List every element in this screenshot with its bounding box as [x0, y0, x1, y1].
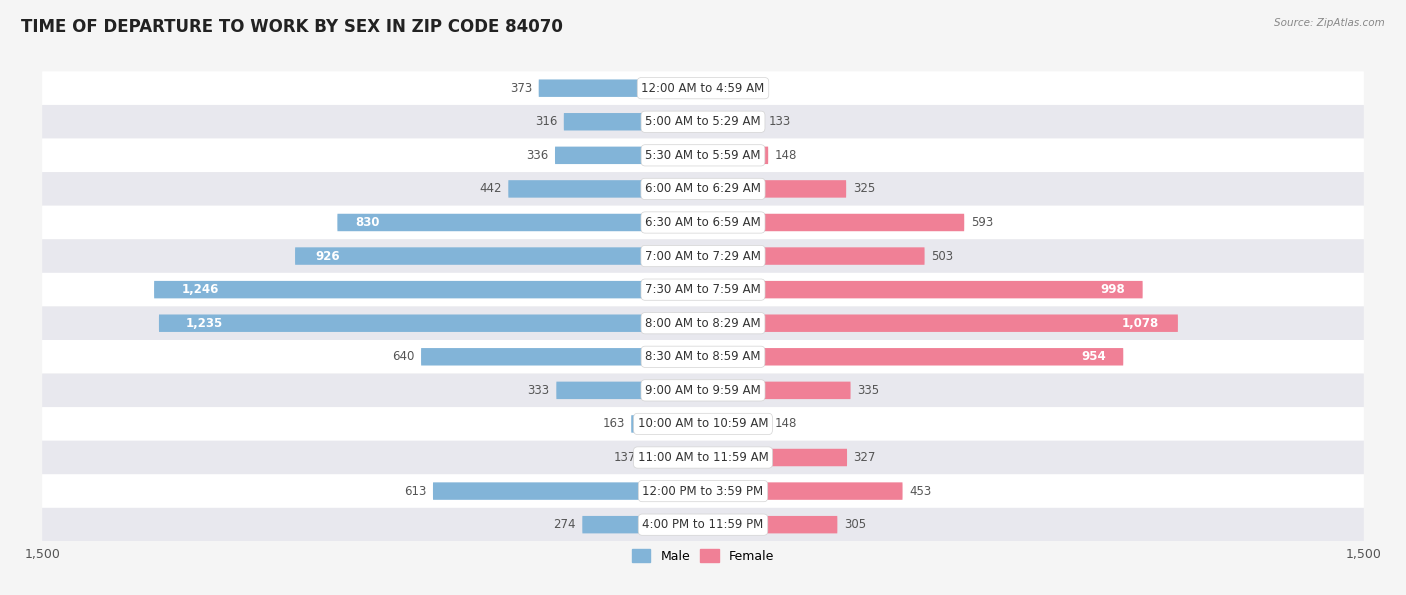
- Text: 10:00 AM to 10:59 AM: 10:00 AM to 10:59 AM: [638, 418, 768, 430]
- FancyBboxPatch shape: [337, 214, 703, 231]
- Text: 954: 954: [1081, 350, 1107, 364]
- FancyBboxPatch shape: [703, 516, 838, 533]
- FancyBboxPatch shape: [159, 315, 703, 332]
- FancyBboxPatch shape: [703, 449, 846, 466]
- FancyBboxPatch shape: [42, 441, 1364, 474]
- Text: 8:00 AM to 8:29 AM: 8:00 AM to 8:29 AM: [645, 317, 761, 330]
- FancyBboxPatch shape: [433, 483, 703, 500]
- FancyBboxPatch shape: [703, 483, 903, 500]
- Text: 305: 305: [844, 518, 866, 531]
- FancyBboxPatch shape: [295, 248, 703, 265]
- FancyBboxPatch shape: [42, 340, 1364, 374]
- FancyBboxPatch shape: [42, 71, 1364, 105]
- Text: 453: 453: [910, 484, 931, 497]
- Text: 9:00 AM to 9:59 AM: 9:00 AM to 9:59 AM: [645, 384, 761, 397]
- FancyBboxPatch shape: [42, 239, 1364, 273]
- Text: 333: 333: [527, 384, 550, 397]
- FancyBboxPatch shape: [703, 146, 768, 164]
- Text: 148: 148: [775, 418, 797, 430]
- Text: 926: 926: [315, 249, 340, 262]
- Text: Source: ZipAtlas.com: Source: ZipAtlas.com: [1274, 18, 1385, 28]
- Text: 336: 336: [526, 149, 548, 162]
- FancyBboxPatch shape: [643, 449, 703, 466]
- FancyBboxPatch shape: [703, 315, 1178, 332]
- FancyBboxPatch shape: [42, 474, 1364, 508]
- Text: 5:30 AM to 5:59 AM: 5:30 AM to 5:59 AM: [645, 149, 761, 162]
- Text: 274: 274: [553, 518, 575, 531]
- Legend: Male, Female: Male, Female: [627, 544, 779, 568]
- Text: 316: 316: [534, 115, 557, 129]
- Text: 6:00 AM to 6:29 AM: 6:00 AM to 6:29 AM: [645, 183, 761, 195]
- FancyBboxPatch shape: [703, 214, 965, 231]
- FancyBboxPatch shape: [42, 273, 1364, 306]
- Text: 7:00 AM to 7:29 AM: 7:00 AM to 7:29 AM: [645, 249, 761, 262]
- Text: 1,246: 1,246: [181, 283, 219, 296]
- Text: 11:00 AM to 11:59 AM: 11:00 AM to 11:59 AM: [638, 451, 768, 464]
- Text: 593: 593: [972, 216, 993, 229]
- Text: 830: 830: [356, 216, 380, 229]
- Text: 373: 373: [510, 82, 531, 95]
- FancyBboxPatch shape: [42, 206, 1364, 239]
- FancyBboxPatch shape: [420, 348, 703, 365]
- Text: 442: 442: [479, 183, 502, 195]
- FancyBboxPatch shape: [42, 306, 1364, 340]
- Text: 4:00 PM to 11:59 PM: 4:00 PM to 11:59 PM: [643, 518, 763, 531]
- Text: TIME OF DEPARTURE TO WORK BY SEX IN ZIP CODE 84070: TIME OF DEPARTURE TO WORK BY SEX IN ZIP …: [21, 18, 562, 36]
- FancyBboxPatch shape: [564, 113, 703, 130]
- Text: 335: 335: [858, 384, 879, 397]
- Text: 148: 148: [775, 149, 797, 162]
- Text: 137: 137: [613, 451, 636, 464]
- FancyBboxPatch shape: [557, 381, 703, 399]
- Text: 1,078: 1,078: [1122, 317, 1159, 330]
- FancyBboxPatch shape: [703, 415, 768, 433]
- FancyBboxPatch shape: [42, 508, 1364, 541]
- FancyBboxPatch shape: [42, 407, 1364, 441]
- FancyBboxPatch shape: [42, 374, 1364, 407]
- FancyBboxPatch shape: [703, 80, 728, 97]
- FancyBboxPatch shape: [703, 348, 1123, 365]
- Text: 1,235: 1,235: [186, 317, 224, 330]
- FancyBboxPatch shape: [703, 248, 925, 265]
- FancyBboxPatch shape: [582, 516, 703, 533]
- Text: 613: 613: [404, 484, 426, 497]
- FancyBboxPatch shape: [703, 281, 1143, 298]
- FancyBboxPatch shape: [538, 80, 703, 97]
- FancyBboxPatch shape: [42, 105, 1364, 139]
- FancyBboxPatch shape: [555, 146, 703, 164]
- Text: 327: 327: [853, 451, 876, 464]
- FancyBboxPatch shape: [42, 139, 1364, 172]
- Text: 998: 998: [1101, 283, 1125, 296]
- Text: 12:00 PM to 3:59 PM: 12:00 PM to 3:59 PM: [643, 484, 763, 497]
- Text: 5:00 AM to 5:29 AM: 5:00 AM to 5:29 AM: [645, 115, 761, 129]
- Text: 7:30 AM to 7:59 AM: 7:30 AM to 7:59 AM: [645, 283, 761, 296]
- FancyBboxPatch shape: [155, 281, 703, 298]
- Text: 8:30 AM to 8:59 AM: 8:30 AM to 8:59 AM: [645, 350, 761, 364]
- Text: 163: 163: [602, 418, 624, 430]
- FancyBboxPatch shape: [42, 172, 1364, 206]
- Text: 133: 133: [768, 115, 790, 129]
- Text: 503: 503: [931, 249, 953, 262]
- Text: 640: 640: [392, 350, 415, 364]
- Text: 6:30 AM to 6:59 AM: 6:30 AM to 6:59 AM: [645, 216, 761, 229]
- FancyBboxPatch shape: [703, 180, 846, 198]
- FancyBboxPatch shape: [703, 113, 762, 130]
- Text: 12:00 AM to 4:59 AM: 12:00 AM to 4:59 AM: [641, 82, 765, 95]
- Text: 56: 56: [734, 82, 749, 95]
- Text: 325: 325: [853, 183, 875, 195]
- FancyBboxPatch shape: [703, 381, 851, 399]
- FancyBboxPatch shape: [631, 415, 703, 433]
- FancyBboxPatch shape: [509, 180, 703, 198]
